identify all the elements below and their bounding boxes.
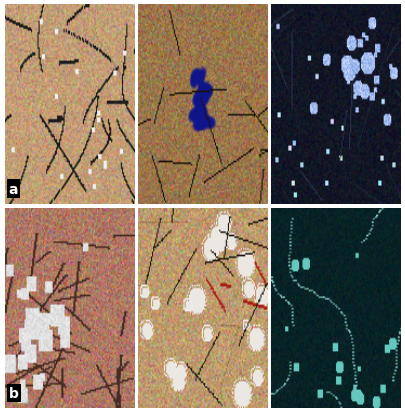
Text: b: b bbox=[9, 386, 19, 400]
Text: a: a bbox=[9, 182, 18, 196]
